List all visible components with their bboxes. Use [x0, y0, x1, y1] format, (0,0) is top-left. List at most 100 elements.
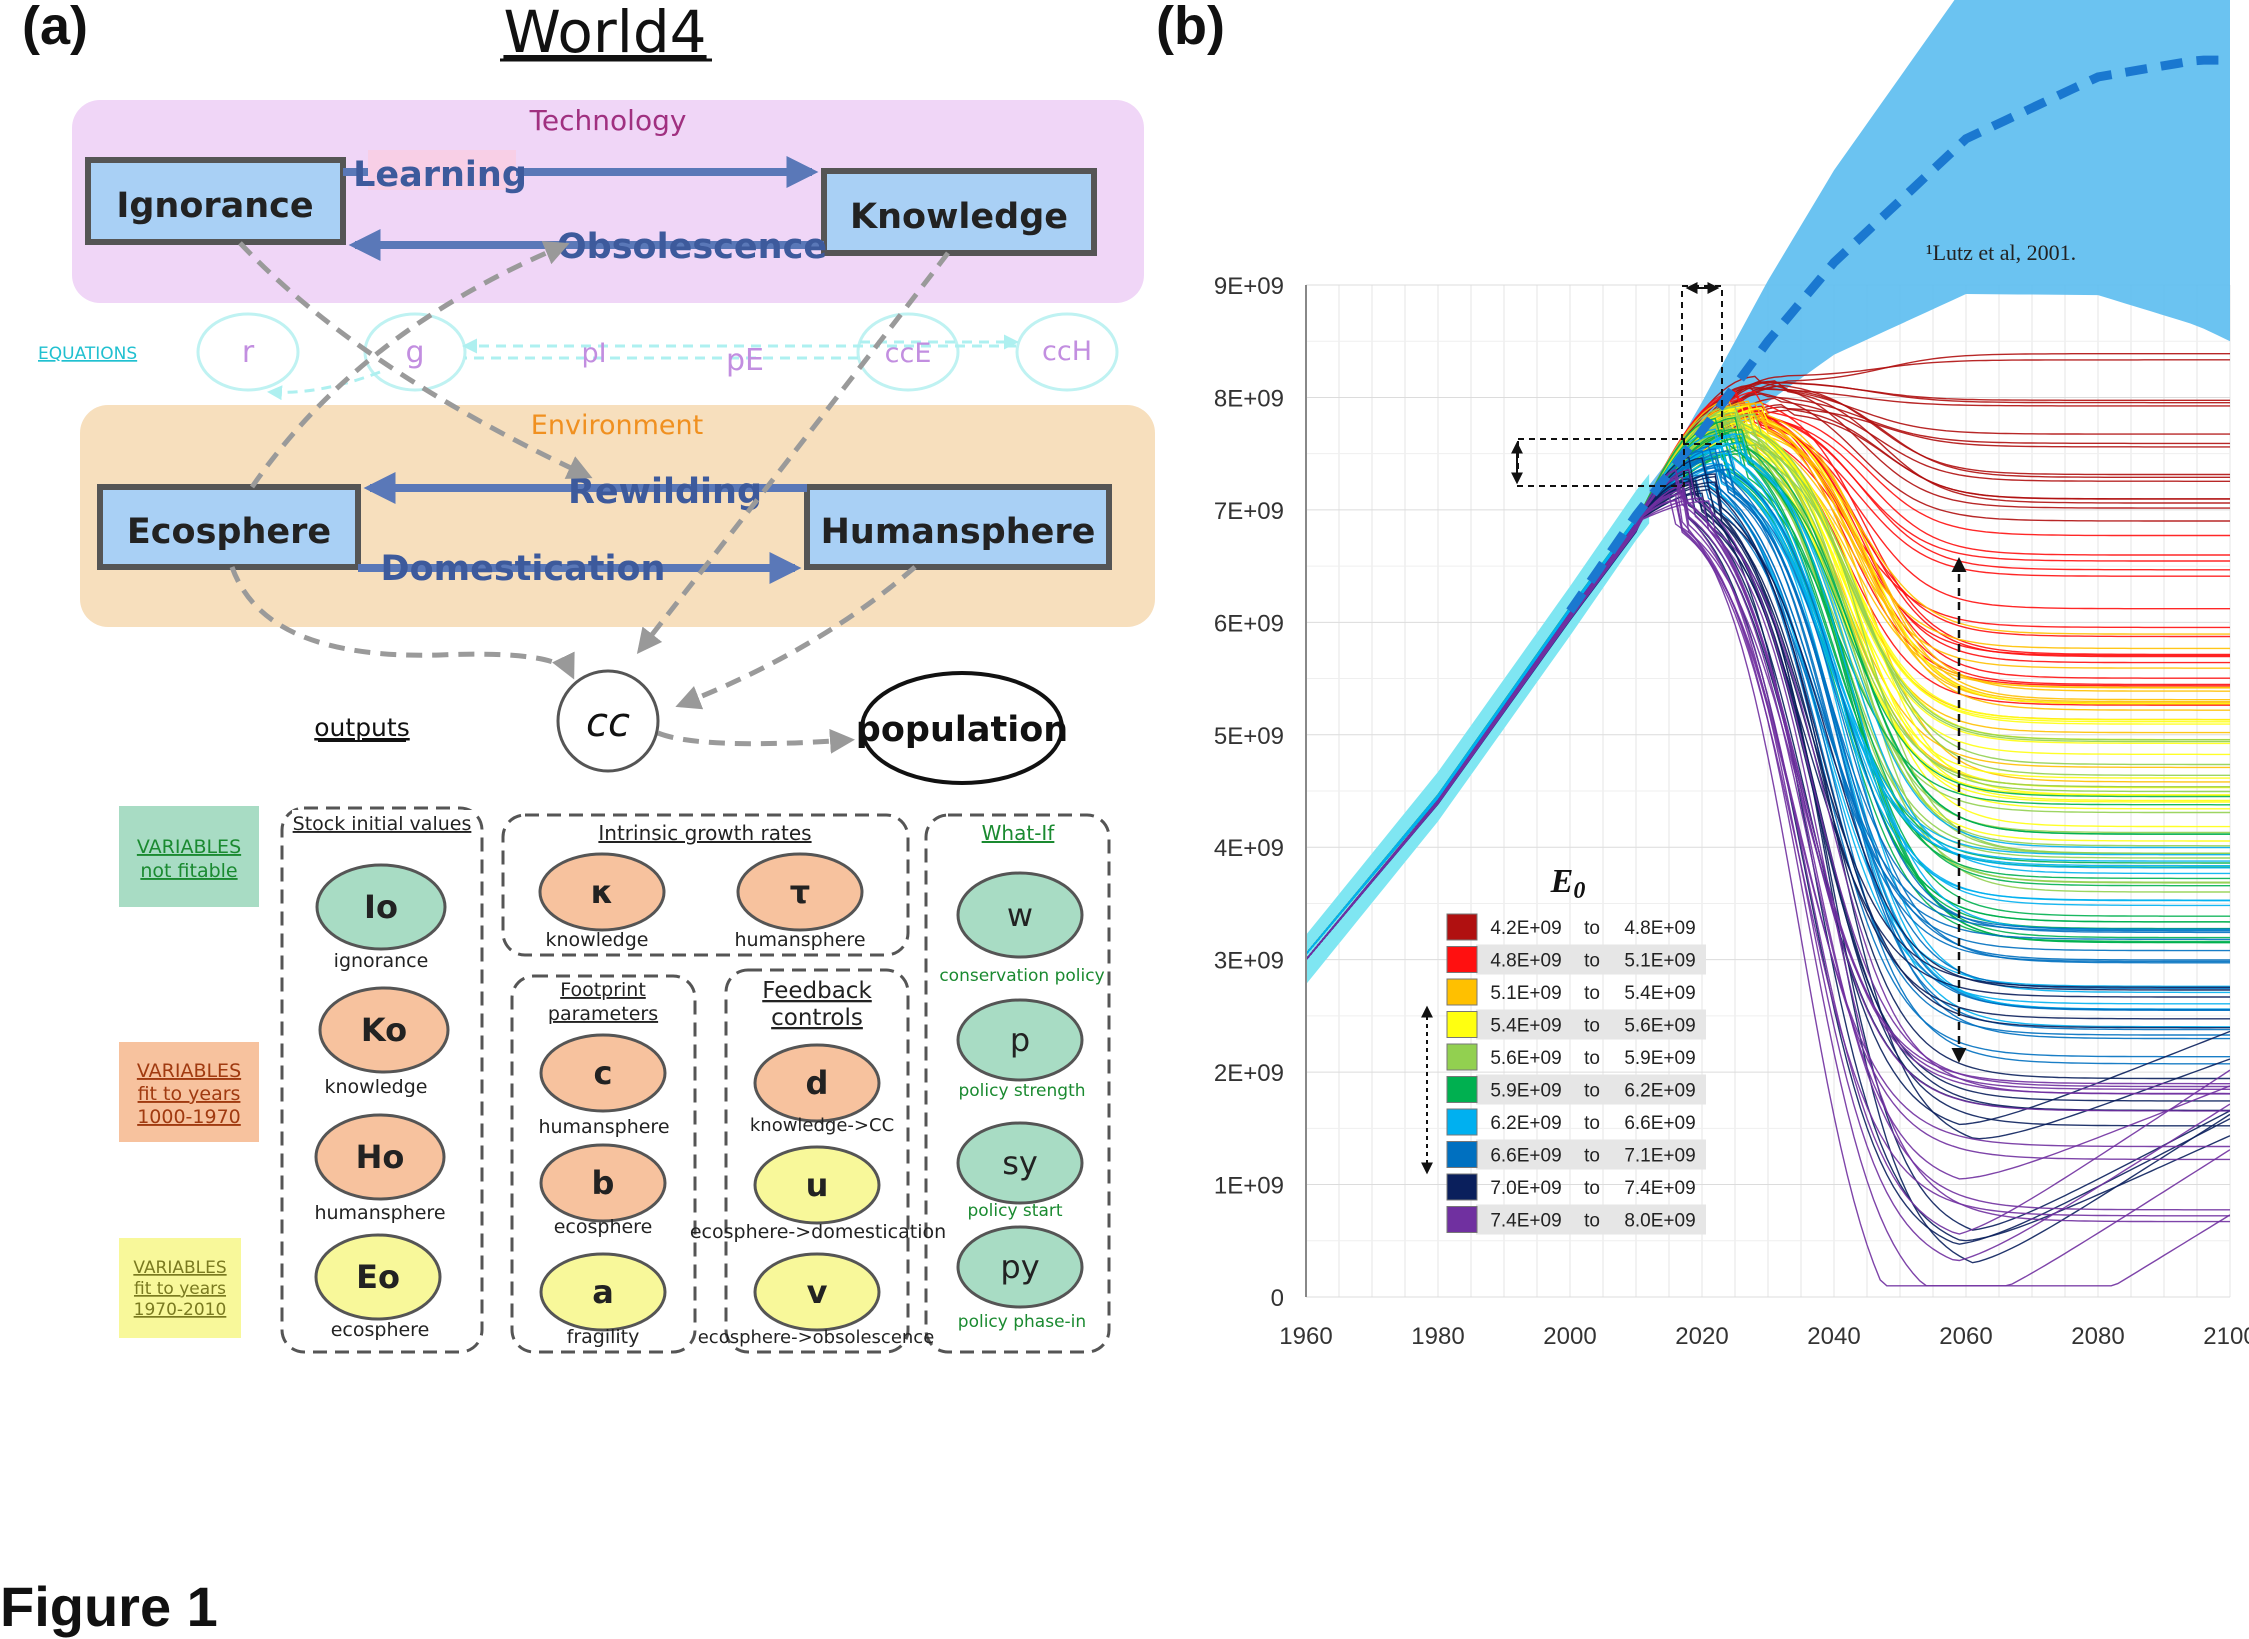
var-p-symbol: p — [1010, 1021, 1030, 1059]
environment-region — [80, 405, 1155, 627]
group-feedback — [724, 968, 910, 1354]
legend-row-bg — [1476, 1074, 1706, 1105]
legend-fit1-line2: fit to years — [138, 1083, 241, 1105]
legend-fit2-line1: VARIABLES — [133, 1258, 226, 1278]
humansphere-stock — [804, 484, 1112, 570]
x-tick-label: 2040 — [1807, 1323, 1860, 1350]
legend-not-fitable-line2: not fitable — [140, 860, 237, 882]
cc-label: cc — [586, 700, 630, 746]
legend-fit1-line3: 1000-1970 — [137, 1106, 241, 1128]
var-w-symbol: w — [1007, 896, 1033, 934]
y-tick-label: 0 — [1271, 1285, 1284, 1312]
panel-b-label: (b) — [1156, 0, 1225, 56]
var-tau-caption: humansphere — [734, 929, 865, 951]
legend-range-text: 4.2E+09 — [1490, 918, 1561, 939]
legend-swatch — [1446, 1076, 1478, 1103]
var-a-symbol: a — [592, 1273, 614, 1311]
group-growth-rates — [501, 813, 910, 957]
eq-node-ccH — [1015, 312, 1119, 392]
humansphere-to-cc — [675, 565, 917, 710]
simulation-curve — [1305, 442, 2230, 955]
legend-row-bg — [1476, 1139, 1706, 1170]
legend-range-text: 5.1E+09 — [1490, 983, 1561, 1004]
var-py — [956, 1225, 1084, 1309]
var-sy-symbol: sy — [1002, 1144, 1038, 1182]
var-Ho-caption: humansphere — [314, 1202, 445, 1224]
var-py-symbol: py — [1000, 1248, 1039, 1286]
legend-not-fitable-line1: VARIABLES — [137, 836, 241, 858]
legend-fit1-line1: VARIABLES — [137, 1060, 241, 1082]
y-tick-label: 3E+09 — [1214, 948, 1284, 975]
x-tick-label: 2000 — [1543, 1323, 1596, 1350]
eq-label-r: r — [242, 335, 255, 370]
e0-legend: 4.2E+09 to 4.8E+09 4.8E+09 to 5.1E+09 5.1E+09 t… — [1446, 913, 1706, 1235]
population-label: population — [856, 710, 1068, 750]
legend-range-text: 7.4E+09 — [1490, 1211, 1561, 1232]
var-b — [539, 1143, 667, 1223]
legend-row-bg — [1476, 944, 1706, 975]
figure-label: Figure 1 — [0, 1575, 218, 1638]
knowledge-stock — [821, 168, 1097, 256]
x-tick-label: 1960 — [1279, 1323, 1332, 1350]
legend-range-text: 5.6E+09 — [1490, 1048, 1561, 1069]
var-a-caption: fragility — [567, 1326, 640, 1348]
ecosphere-label: Ecosphere — [127, 512, 331, 552]
var-p — [956, 998, 1084, 1082]
equations-link[interactable]: EQUATIONS — [38, 344, 137, 364]
x-tick-label: 1980 — [1411, 1323, 1464, 1350]
group-whatif — [924, 813, 1111, 1354]
legend-range-text: 5.9E+09 — [1490, 1081, 1561, 1102]
legend-fit2-line2: fit to years — [134, 1279, 226, 1299]
legend-swatch — [1446, 978, 1478, 1006]
legend-swatch — [1446, 946, 1478, 973]
legend-range-text: 6.2E+09 — [1490, 1113, 1561, 1134]
legend-range-text: 7.0E+09 — [1490, 1178, 1561, 1199]
ecosphere-to-cc — [229, 566, 575, 680]
var-v-caption: ecosphere->obsolescence — [698, 1327, 935, 1348]
group-footprint-title-2: parameters — [548, 1003, 658, 1025]
group-feedback-title-1: Feedback — [762, 978, 872, 1004]
projection-median — [1566, 55, 2230, 614]
group-whatif-title: What-If — [982, 821, 1056, 845]
x-tick-label: 2020 — [1675, 1323, 1728, 1350]
projection-band — [1306, 0, 2230, 974]
x-tick-label: 2080 — [2071, 1323, 2124, 1350]
var-Ho-symbol: Ho — [356, 1138, 405, 1176]
legend-row-bg — [1476, 1009, 1706, 1040]
legend-range-text: to — [1584, 1048, 1600, 1069]
group-footprint — [510, 974, 697, 1354]
population-node — [860, 671, 1064, 785]
legend-range-text: 7.4E+09 — [1624, 1178, 1695, 1199]
legend-swatch — [1446, 1141, 1478, 1168]
var-p-caption: policy strength — [958, 1081, 1085, 1101]
legend-not-fitable — [119, 806, 259, 907]
cc-to-population — [657, 728, 855, 754]
group-feedback-title-2: controls — [771, 1005, 863, 1031]
legend-range-text: to — [1584, 918, 1600, 939]
var-v — [753, 1252, 881, 1332]
legend-range-text: 5.6E+09 — [1624, 1016, 1695, 1037]
legend-range-text: 6.6E+09 — [1490, 1146, 1561, 1167]
var-kappa-caption: knowledge — [546, 929, 649, 951]
legend-swatch — [1446, 1173, 1478, 1201]
legend-range-text: 5.4E+09 — [1490, 1016, 1561, 1037]
legend-range-text: to — [1584, 1146, 1600, 1167]
historical-band — [1306, 473, 1650, 985]
var-Eo-caption: ecosphere — [331, 1319, 430, 1341]
var-u-symbol: u — [806, 1166, 829, 1204]
legend-range-text: 6.2E+09 — [1624, 1081, 1695, 1102]
var-a — [539, 1252, 667, 1332]
x-tick-label: 2060 — [1939, 1323, 1992, 1350]
legend-fit-1970-2010 — [119, 1238, 241, 1338]
legend-fit2-line3: 1970-2010 — [134, 1300, 227, 1320]
legend-swatch — [1446, 1043, 1478, 1071]
var-w-caption: conservation policy — [939, 966, 1104, 986]
var-sy-caption: policy start — [967, 1201, 1062, 1221]
eq-node-r — [196, 312, 300, 392]
var-kappa — [538, 852, 666, 932]
eq-node-ccE — [856, 312, 960, 392]
var-Eo-symbol: Eo — [356, 1258, 400, 1296]
legend-range-text: to — [1584, 983, 1600, 1004]
var-c-caption: humansphere — [538, 1116, 669, 1138]
